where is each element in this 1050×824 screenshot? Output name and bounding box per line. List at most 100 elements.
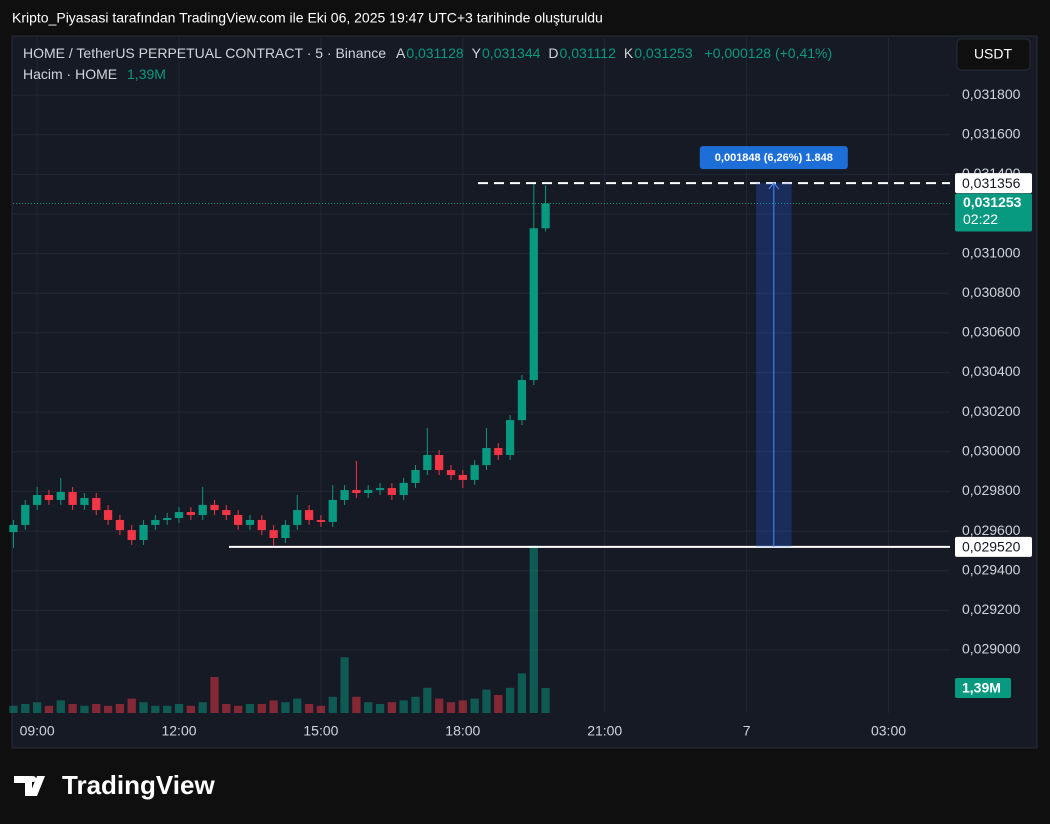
candle-body bbox=[411, 470, 420, 483]
candle-body bbox=[340, 490, 349, 500]
volume-bar bbox=[257, 704, 266, 713]
x-tick-label: 7 bbox=[743, 723, 751, 739]
candle-body bbox=[163, 517, 172, 520]
header: Kripto_Piyasasi tarafından TradingView.c… bbox=[12, 10, 603, 26]
candle-body bbox=[92, 497, 101, 511]
measure-label: 0,001848 (6,26%) 1.848 bbox=[715, 152, 833, 164]
title: HOME / TetherUS PERPETUAL CONTRACT · 5 ·… bbox=[23, 45, 387, 61]
volume-value: 1,39M bbox=[127, 66, 166, 82]
x-tick-label: 21:00 bbox=[587, 723, 622, 739]
y-tick-label: 0,029600 bbox=[962, 522, 1021, 538]
volume-bar bbox=[269, 700, 278, 713]
volume-bar bbox=[423, 687, 432, 713]
plot: 0,001848 (6,26%) 1.848 bbox=[9, 146, 950, 713]
candle-body bbox=[198, 504, 207, 516]
ohlc-key: K bbox=[623, 45, 634, 61]
candle-body bbox=[458, 474, 467, 480]
volume-bar bbox=[470, 698, 479, 713]
candle-body bbox=[115, 519, 125, 531]
candle-body bbox=[139, 524, 148, 540]
candle-body bbox=[9, 524, 18, 533]
y-tick-label: 0,031800 bbox=[962, 86, 1021, 102]
candle-body bbox=[257, 519, 266, 531]
candle-body bbox=[222, 510, 231, 516]
last-price-label: 0,031253 bbox=[963, 194, 1022, 210]
candle-body bbox=[44, 495, 54, 500]
y-tick-label: 0,029400 bbox=[962, 561, 1021, 577]
volume-bar bbox=[92, 704, 101, 713]
x-tick-label: 15:00 bbox=[303, 723, 338, 739]
x-tick-label: 09:00 bbox=[20, 723, 55, 739]
candle-body bbox=[151, 519, 160, 525]
volume-bar bbox=[482, 689, 491, 713]
candle-body bbox=[127, 530, 136, 540]
volume-bar bbox=[68, 704, 77, 713]
volume-bar bbox=[458, 700, 467, 713]
y-tick-label: 0,030400 bbox=[962, 363, 1021, 379]
candle-body bbox=[32, 495, 42, 505]
price-label-box bbox=[955, 536, 1032, 557]
candle-body bbox=[364, 490, 373, 494]
candle-body bbox=[269, 530, 278, 539]
candle-body bbox=[293, 510, 302, 525]
volume-bar bbox=[387, 702, 397, 713]
ohlc-value: 0,031253 bbox=[634, 45, 693, 61]
candle-body bbox=[234, 515, 243, 525]
ohlc-key: D bbox=[548, 45, 559, 61]
candle-body bbox=[174, 512, 184, 518]
volume-bar bbox=[198, 702, 207, 713]
volume-bar bbox=[32, 702, 42, 713]
currency[interactable]: USDT bbox=[974, 46, 1013, 62]
candle-body bbox=[186, 512, 195, 516]
x-tick-label: 18:00 bbox=[445, 723, 480, 739]
measure-arrowhead bbox=[768, 182, 780, 190]
y-tick-label: 0,030000 bbox=[962, 443, 1021, 459]
volume-bar bbox=[234, 705, 243, 713]
ohlc-value: 0,031344 bbox=[482, 45, 541, 61]
volume-bar bbox=[174, 704, 184, 713]
candle-body bbox=[482, 448, 491, 466]
price-label: 0,031356 bbox=[962, 175, 1021, 191]
volume-bar bbox=[9, 705, 18, 713]
ohlc-value: 0,031128 bbox=[406, 45, 464, 61]
brand-logo bbox=[14, 776, 45, 796]
volume-bar bbox=[304, 704, 314, 713]
volume-bar bbox=[316, 705, 326, 713]
volume-bar bbox=[44, 705, 54, 713]
candle-body bbox=[435, 454, 444, 471]
volume-label-box bbox=[955, 677, 1011, 698]
volume-bar bbox=[151, 705, 160, 713]
volume-legend: Hacim · HOME 1,39M bbox=[23, 66, 174, 82]
currency-button[interactable] bbox=[956, 38, 1031, 71]
y-tick-label: 0,030800 bbox=[962, 284, 1021, 300]
candle-body bbox=[328, 499, 337, 522]
countdown: 02:22 bbox=[963, 211, 998, 227]
volume-bar bbox=[222, 704, 231, 713]
change: +0,000128 (+0,41%) bbox=[704, 45, 833, 61]
volume-bar bbox=[375, 704, 385, 713]
y-tick-label: 0,031600 bbox=[962, 125, 1021, 141]
candle-body bbox=[103, 510, 113, 520]
volume-bar bbox=[210, 677, 219, 713]
last-price-box bbox=[955, 193, 1032, 232]
candle-body bbox=[281, 524, 290, 539]
candle-body bbox=[541, 203, 550, 229]
y-tick-label: 0,029800 bbox=[962, 482, 1021, 498]
measure-label-box bbox=[699, 146, 848, 170]
volume-bar bbox=[163, 705, 172, 713]
price-label-box bbox=[955, 173, 1032, 194]
volume-bar bbox=[352, 696, 361, 713]
candle-body bbox=[210, 504, 219, 511]
volume-bar bbox=[494, 695, 503, 713]
candle-body bbox=[245, 519, 255, 525]
x-tick-label: 03:00 bbox=[871, 723, 906, 739]
ohlc-legend: A0,031128 Y0,031344 D0,031112 K0,031253 bbox=[390, 45, 701, 61]
candle-body bbox=[352, 490, 361, 494]
volume-bar bbox=[80, 705, 89, 713]
candle-body bbox=[80, 497, 89, 505]
volume-bar bbox=[541, 687, 550, 713]
volume-bar bbox=[139, 702, 148, 713]
volume-bar bbox=[435, 698, 444, 713]
volume-bar bbox=[529, 545, 538, 713]
